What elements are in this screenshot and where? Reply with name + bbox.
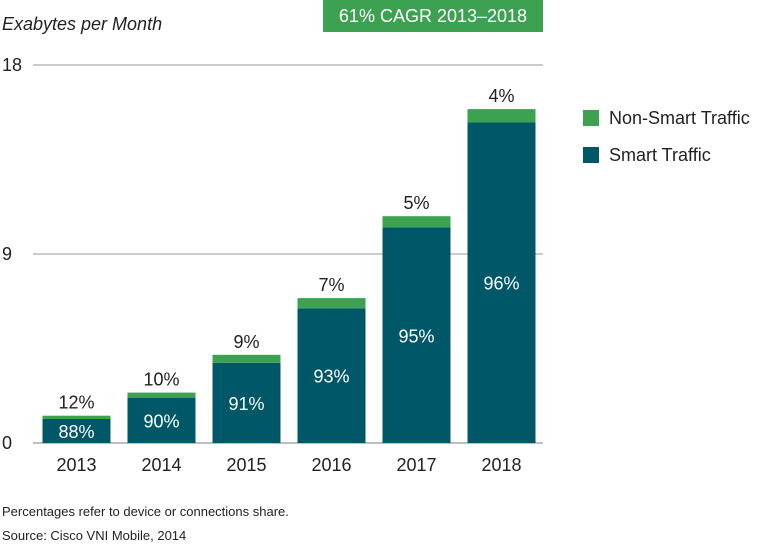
bar-smart-2014 [127,397,196,443]
data-label-smart: 93% [313,367,349,387]
y-axis-label: Exabytes per Month [2,14,163,34]
legend-item-non-smart: Non-Smart Traffic [583,106,750,130]
x-tick-label: 2016 [311,455,351,475]
legend-item-smart: Smart Traffic [583,143,750,167]
bar-smart-2018 [467,122,536,444]
legend: Non-Smart Traffic Smart Traffic [583,106,750,180]
bar-non-smart-2015 [212,354,281,363]
legend-label-non-smart: Non-Smart Traffic [609,107,750,128]
data-label-smart: 88% [58,422,94,442]
bar-smart-2015 [212,362,281,443]
data-label-non-smart: 5% [403,193,429,213]
source-note: Source: Cisco VNI Mobile, 2014 [2,528,187,543]
bar-non-smart-2016 [297,298,366,309]
bar-non-smart-2017 [382,216,451,228]
y-tick-label: 18 [2,55,22,75]
bar-non-smart-2018 [467,109,536,123]
data-label-smart: 91% [228,394,264,414]
cagr-badge: 61% CAGR 2013–2018 [323,0,543,32]
legend-swatch-non-smart [583,110,599,126]
data-label-smart: 90% [143,411,179,431]
bar-smart-2013 [42,418,111,443]
data-label-non-smart: 10% [143,370,179,390]
y-tick-label: 9 [2,244,12,264]
bar-non-smart-2014 [127,392,196,398]
x-tick-label: 2014 [141,455,181,475]
legend-swatch-smart [583,147,599,163]
bar-smart-2016 [297,308,366,443]
x-tick-label: 2017 [396,455,436,475]
legend-label-smart: Smart Traffic [609,144,711,165]
bar-smart-2017 [382,227,451,443]
x-tick-label: 2015 [226,455,266,475]
bar-non-smart-2013 [42,415,111,419]
footnote: Percentages refer to device or connectio… [2,504,289,519]
y-tick-label: 0 [2,433,12,453]
data-label-non-smart: 7% [318,275,344,295]
x-tick-label: 2013 [56,455,96,475]
data-label-non-smart: 9% [233,332,259,352]
data-label-smart: 95% [398,326,434,346]
data-label-non-smart: 12% [58,393,94,413]
data-label-non-smart: 4% [488,86,514,106]
x-tick-label: 2018 [481,455,521,475]
data-label-smart: 96% [483,274,519,294]
